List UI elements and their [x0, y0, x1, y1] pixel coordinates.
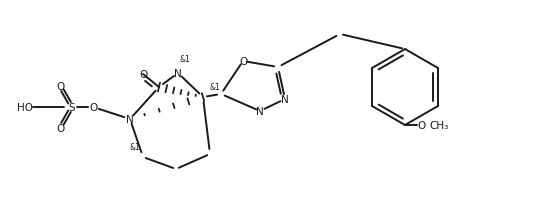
Text: O: O [139, 70, 147, 80]
Text: &1: &1 [180, 55, 190, 64]
Text: N: N [256, 106, 264, 116]
Text: O: O [239, 57, 247, 67]
Text: S: S [68, 102, 75, 112]
Text: &1: &1 [210, 83, 220, 92]
Text: O: O [89, 102, 97, 112]
Text: O: O [56, 82, 64, 92]
Text: &1: &1 [129, 143, 140, 152]
Text: N: N [174, 69, 182, 79]
Text: CH₃: CH₃ [430, 120, 449, 130]
Text: O: O [56, 123, 64, 133]
Text: HO: HO [17, 102, 33, 112]
Text: N: N [126, 114, 134, 124]
Text: N: N [281, 95, 289, 104]
Text: O: O [417, 120, 425, 130]
